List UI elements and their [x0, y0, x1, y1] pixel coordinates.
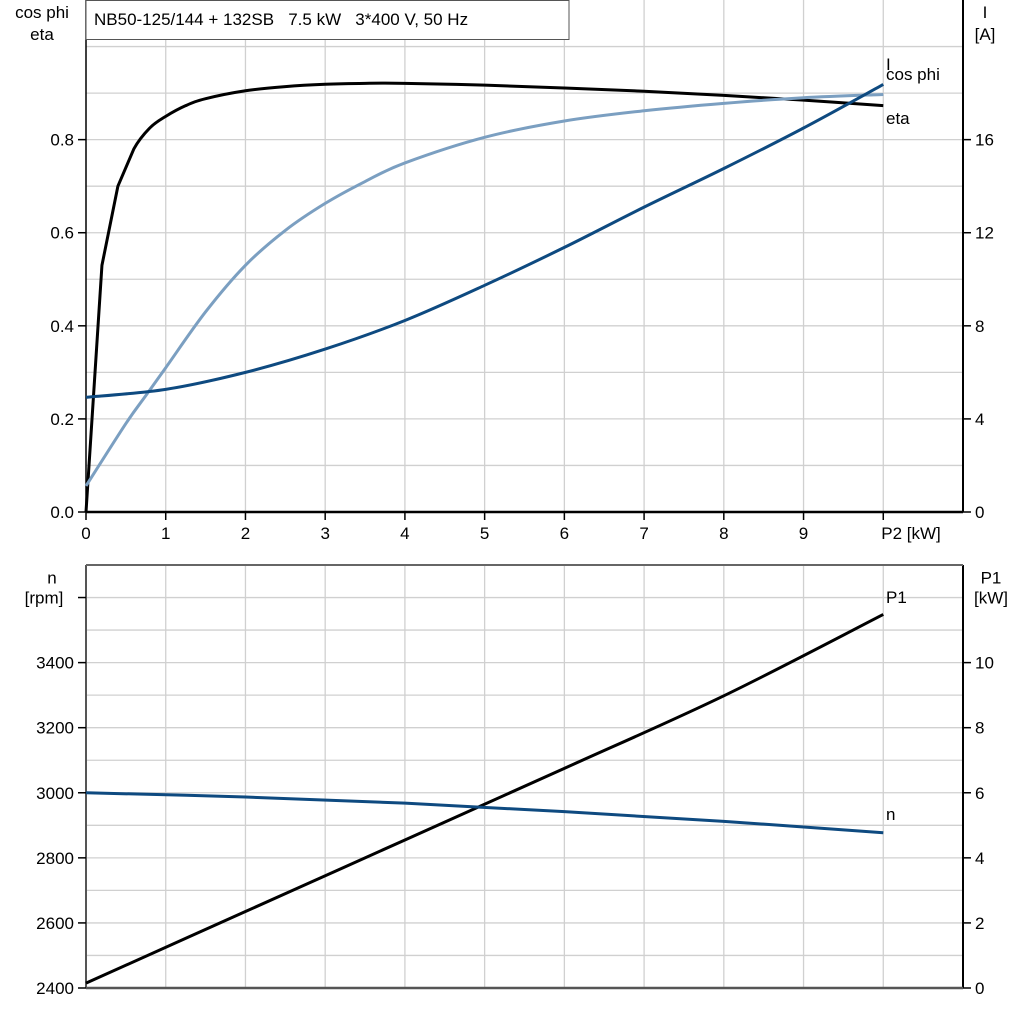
left-axis-title: [rpm] [25, 589, 64, 608]
left-tick-label: 0.8 [50, 131, 74, 150]
series-line-n [85, 791, 884, 835]
left-axis-title: eta [30, 25, 54, 44]
left-tick-label: 0.6 [50, 224, 74, 243]
series-label-n: n [886, 805, 895, 824]
x-tick-label: 2 [241, 524, 250, 543]
left-tick-label: 2800 [36, 849, 74, 868]
series-label-I: I [886, 55, 891, 74]
left-tick-label: 2600 [36, 914, 74, 933]
series-line-eta [84, 81, 884, 513]
title-box [85, 0, 570, 40]
x-tick-label: 5 [480, 524, 489, 543]
left-axis-title: cos phi [15, 3, 69, 22]
x-tick-label: 9 [799, 524, 808, 543]
chart-title: NB50-125/144 + 132SB 7.5 kW 3*400 V, 50 … [94, 10, 468, 29]
x-tick-label: 4 [400, 524, 409, 543]
x-tick-label: 3 [320, 524, 329, 543]
left-tick-label: 3200 [36, 719, 74, 738]
x-tick-label: 7 [639, 524, 648, 543]
x-tick-label: 8 [719, 524, 728, 543]
series-line-cos-phi [84, 92, 884, 487]
x-tick-label: 1 [161, 524, 170, 543]
right-axis-title: [A] [975, 25, 996, 44]
right-tick-label: 0 [975, 503, 984, 522]
right-tick-label: 2 [975, 914, 984, 933]
series-line-P1 [85, 613, 884, 985]
left-tick-label: 0.2 [50, 410, 74, 429]
right-tick-label: 8 [975, 317, 984, 336]
series-label-cos-phi: cos phi [886, 65, 940, 84]
bottom-chart: 2400260028003000320034000246810n[rpm]P1[… [25, 564, 1008, 998]
right-tick-label: 4 [975, 410, 984, 429]
right-axis-title: P1 [981, 569, 1002, 588]
right-tick-label: 0 [975, 979, 984, 998]
left-tick-label: 3400 [36, 654, 74, 673]
right-tick-label: 6 [975, 784, 984, 803]
right-axis-title: [kW] [974, 589, 1008, 608]
right-tick-label: 10 [975, 654, 994, 673]
series-label-eta: eta [886, 109, 910, 128]
right-axis-title: I [983, 3, 988, 22]
series-line-I [85, 83, 884, 399]
left-tick-label: 0.0 [50, 503, 74, 522]
right-tick-label: 16 [975, 131, 994, 150]
left-tick-label: 2400 [36, 979, 74, 998]
x-tick-label: 0 [81, 524, 90, 543]
left-tick-label: 3000 [36, 784, 74, 803]
left-axis-title: n [47, 569, 56, 588]
right-tick-label: 8 [975, 719, 984, 738]
left-tick-label: 0.4 [50, 317, 74, 336]
x-tick-label: 6 [560, 524, 569, 543]
series-label-P1: P1 [886, 588, 907, 607]
right-tick-label: 12 [975, 224, 994, 243]
right-tick-label: 4 [975, 849, 984, 868]
x-axis-title: P2 [kW] [881, 524, 941, 543]
